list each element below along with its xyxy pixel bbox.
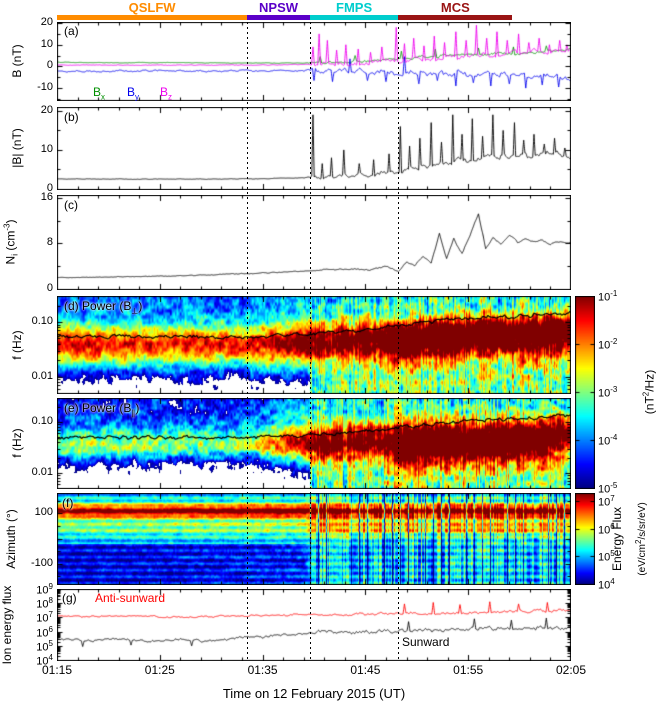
y-tick-label: 0.10 <box>31 415 53 428</box>
ylabel-frequency-e: f (Hz) <box>10 428 24 458</box>
x-tick-label: 01:55 <box>453 663 484 677</box>
panel-label-e-power-par: (e) Power (B∥) <box>64 401 140 418</box>
region-label-mcs: MCS <box>440 0 470 15</box>
x-tick-label: 01:15 <box>41 663 73 677</box>
y-tick-label: 20 <box>40 103 53 116</box>
colorbar-tick-label: 104 <box>598 577 615 592</box>
panel-a-magnetic-field-canvas <box>57 22 571 101</box>
y-tick-label: 0 <box>46 282 53 294</box>
panel-label-g: (g) <box>62 591 77 605</box>
panel-b-field-magnitude-canvas <box>57 107 571 190</box>
colorbar-tick-label: 10-5 <box>598 481 618 496</box>
region-bar-qslfw <box>57 15 248 20</box>
panel-c-ion-density-canvas <box>57 195 571 290</box>
colorbar-tick-label: 10-1 <box>598 289 618 304</box>
x-tick-label: 01:25 <box>144 663 175 677</box>
ylabel-ion-density: Ni (cm-3) <box>2 219 20 265</box>
legend-bx: Bx <box>93 85 106 102</box>
y-tick-label: 0.01 <box>31 369 53 382</box>
y-tick-label: 20 <box>40 16 53 29</box>
ylabel-azimuth: Azimuth (°) <box>4 509 18 569</box>
y-tick-label: 16 <box>40 190 53 203</box>
colorbar-flux-title: Energy Flux <box>610 506 624 572</box>
ylabel-ion-energy-flux: Ion energy flux <box>0 585 14 665</box>
x-tick-label: 02:05 <box>555 663 587 677</box>
colorbar-tick-label: 10-2 <box>598 337 618 352</box>
x-tick-label: 01:45 <box>350 663 381 677</box>
region-label-qslfw: QSLFW <box>128 0 176 15</box>
y-tick-label: -10 <box>37 81 53 94</box>
panel-e-power-par-spectrogram-canvas <box>57 398 571 489</box>
annotation-anti-sunward: Anti-sunward <box>95 591 166 605</box>
panel-f-azimuth-spectrogram-canvas <box>57 493 571 585</box>
ylabel-b: B (nT) <box>10 44 24 78</box>
y-tick-label: 0.01 <box>31 465 53 478</box>
panel-label-a: (a) <box>64 24 79 38</box>
legend-by: By <box>127 85 140 102</box>
panel-label-f: (f) <box>62 496 74 510</box>
panel-label-c: (c) <box>64 198 78 212</box>
panel-d-power-perp-spectrogram-canvas <box>57 296 571 394</box>
region-bar-mcs <box>398 15 513 20</box>
panel-label-b: (b) <box>64 110 79 124</box>
legend-bz: Bz <box>160 85 173 102</box>
colorbar-flux-unit-label: (eV/cm2/s/sr/eV) <box>633 502 649 576</box>
colorbar-power-unit-label: (nT2/Hz) <box>641 369 657 415</box>
ylabel-b-magnitude: |B| (nT) <box>10 128 24 168</box>
region-label-npsw: NPSW <box>259 0 299 15</box>
x-axis-title: Time on 12 February 2015 (UT) <box>222 686 406 701</box>
ylabel-frequency-d: f (Hz) <box>10 330 24 360</box>
y-tick-label: 0.10 <box>31 315 53 328</box>
colorbar-flux-canvas <box>575 493 595 585</box>
x-tick-label: 01:35 <box>247 663 278 677</box>
colorbar-power-canvas <box>575 296 595 489</box>
colorbar-tick-label: 10-3 <box>598 385 618 400</box>
y-tick-label: 0 <box>46 182 53 194</box>
region-bar-fmps <box>309 15 399 20</box>
region-bar-npsw <box>247 15 310 20</box>
region-label-fmps: FMPS <box>336 0 373 15</box>
panel-label-d-power-perp: (d) Power (B⊥) <box>64 299 143 316</box>
colorbar-tick-label: 10-4 <box>598 433 618 448</box>
annotation-sunward: Sunward <box>402 635 450 649</box>
panel-g-ion-energy-flux-canvas <box>57 589 571 661</box>
